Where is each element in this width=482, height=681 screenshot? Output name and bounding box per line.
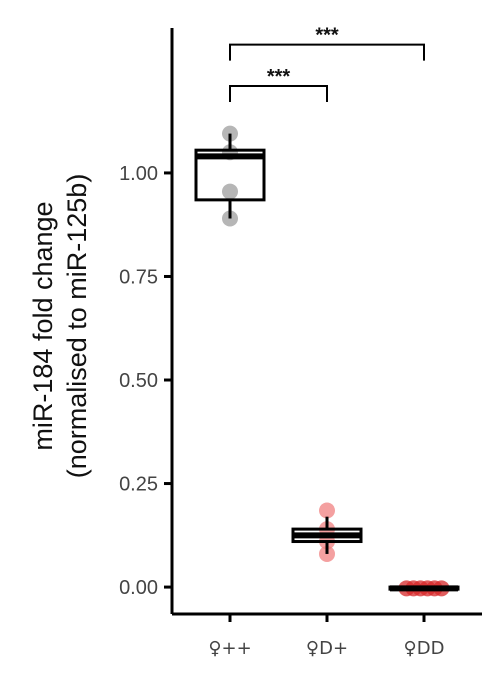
x-tick-label: ♀D+ [306,638,348,659]
y-tick-label: 0.75 [119,266,158,288]
data-point [319,502,335,519]
significance-brackets: *** *** [229,25,425,102]
box [194,148,266,202]
significance-bracket [229,84,328,102]
y-tick-label: 0.00 [119,577,158,599]
x-tick-label: ♀DD [404,638,445,659]
boxes [194,133,460,592]
x-ticks: ♀++ ♀D+ ♀DD [208,614,444,659]
y-axis-label-line2: (normalised to miR-125b) [62,174,92,479]
significance-label: *** [267,66,291,88]
y-axis-label-line1: miR-184 fold change [28,201,58,450]
x-tick-label: ♀++ [208,638,251,659]
y-ticks: 0.00 0.25 0.50 0.75 1.00 [119,163,172,599]
significance-bracket [229,43,425,61]
significance-label: *** [315,25,339,47]
data-point [222,183,238,200]
data-points [222,125,450,597]
y-tick-label: 0.25 [119,474,158,496]
y-tick-label: 0.50 [119,370,158,392]
y-axis-title: miR-184 fold change (normalised to miR-1… [28,174,92,479]
y-tick-label: 1.00 [119,163,158,185]
